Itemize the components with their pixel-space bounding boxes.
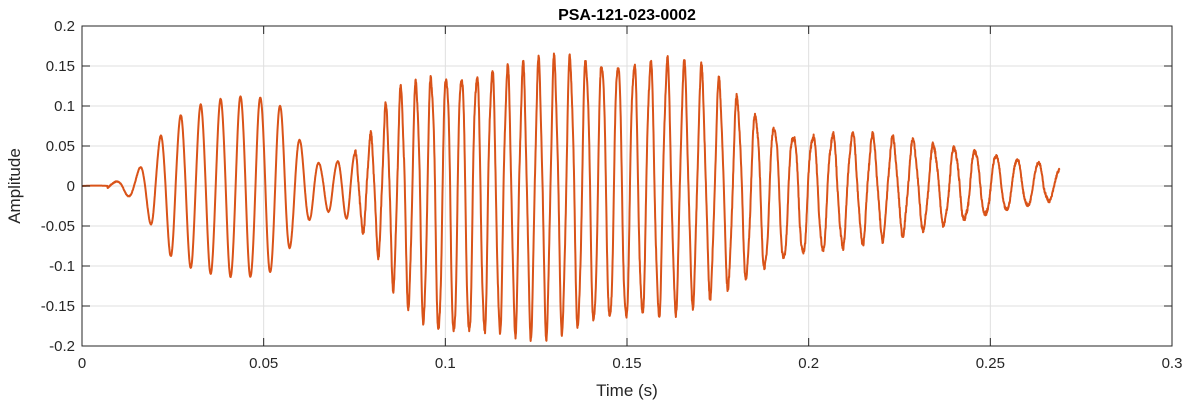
series-line — [81, 52, 1061, 342]
y-tick-label: 0.05 — [46, 138, 75, 155]
y-tick-label: 0 — [67, 178, 75, 195]
ticks — [81, 25, 1173, 347]
x-tick-label: 0.25 — [976, 355, 1005, 372]
y-tick-label: -0.05 — [41, 218, 75, 235]
x-tick-label: 0.2 — [798, 355, 819, 372]
y-tick-label: 0.1 — [54, 98, 75, 115]
y-tick-label: -0.2 — [49, 338, 75, 355]
y-tick-label: 0.15 — [46, 58, 75, 75]
x-tick-label: 0 — [78, 355, 86, 372]
series-layer — [81, 52, 1061, 342]
x-tick-label: 0.3 — [1162, 355, 1183, 372]
y-axis-label: Amplitude — [5, 148, 24, 224]
x-tick-label: 0.05 — [249, 355, 278, 372]
x-tick-label: 0.15 — [612, 355, 641, 372]
x-tick-label: 0.1 — [435, 355, 456, 372]
y-tick-labels: -0.2 -0.15 -0.1 -0.05 0 0.05 0.1 0.15 0.2 — [41, 18, 75, 355]
y-tick-label: 0.2 — [54, 18, 75, 35]
x-axis-label: Time (s) — [596, 381, 658, 400]
x-tick-labels: 0 0.05 0.1 0.15 0.2 0.25 0.3 — [78, 355, 1183, 372]
y-tick-label: -0.15 — [41, 298, 75, 315]
y-tick-label: -0.1 — [49, 258, 75, 275]
chart-title: PSA-121-023-0002 — [558, 7, 696, 24]
